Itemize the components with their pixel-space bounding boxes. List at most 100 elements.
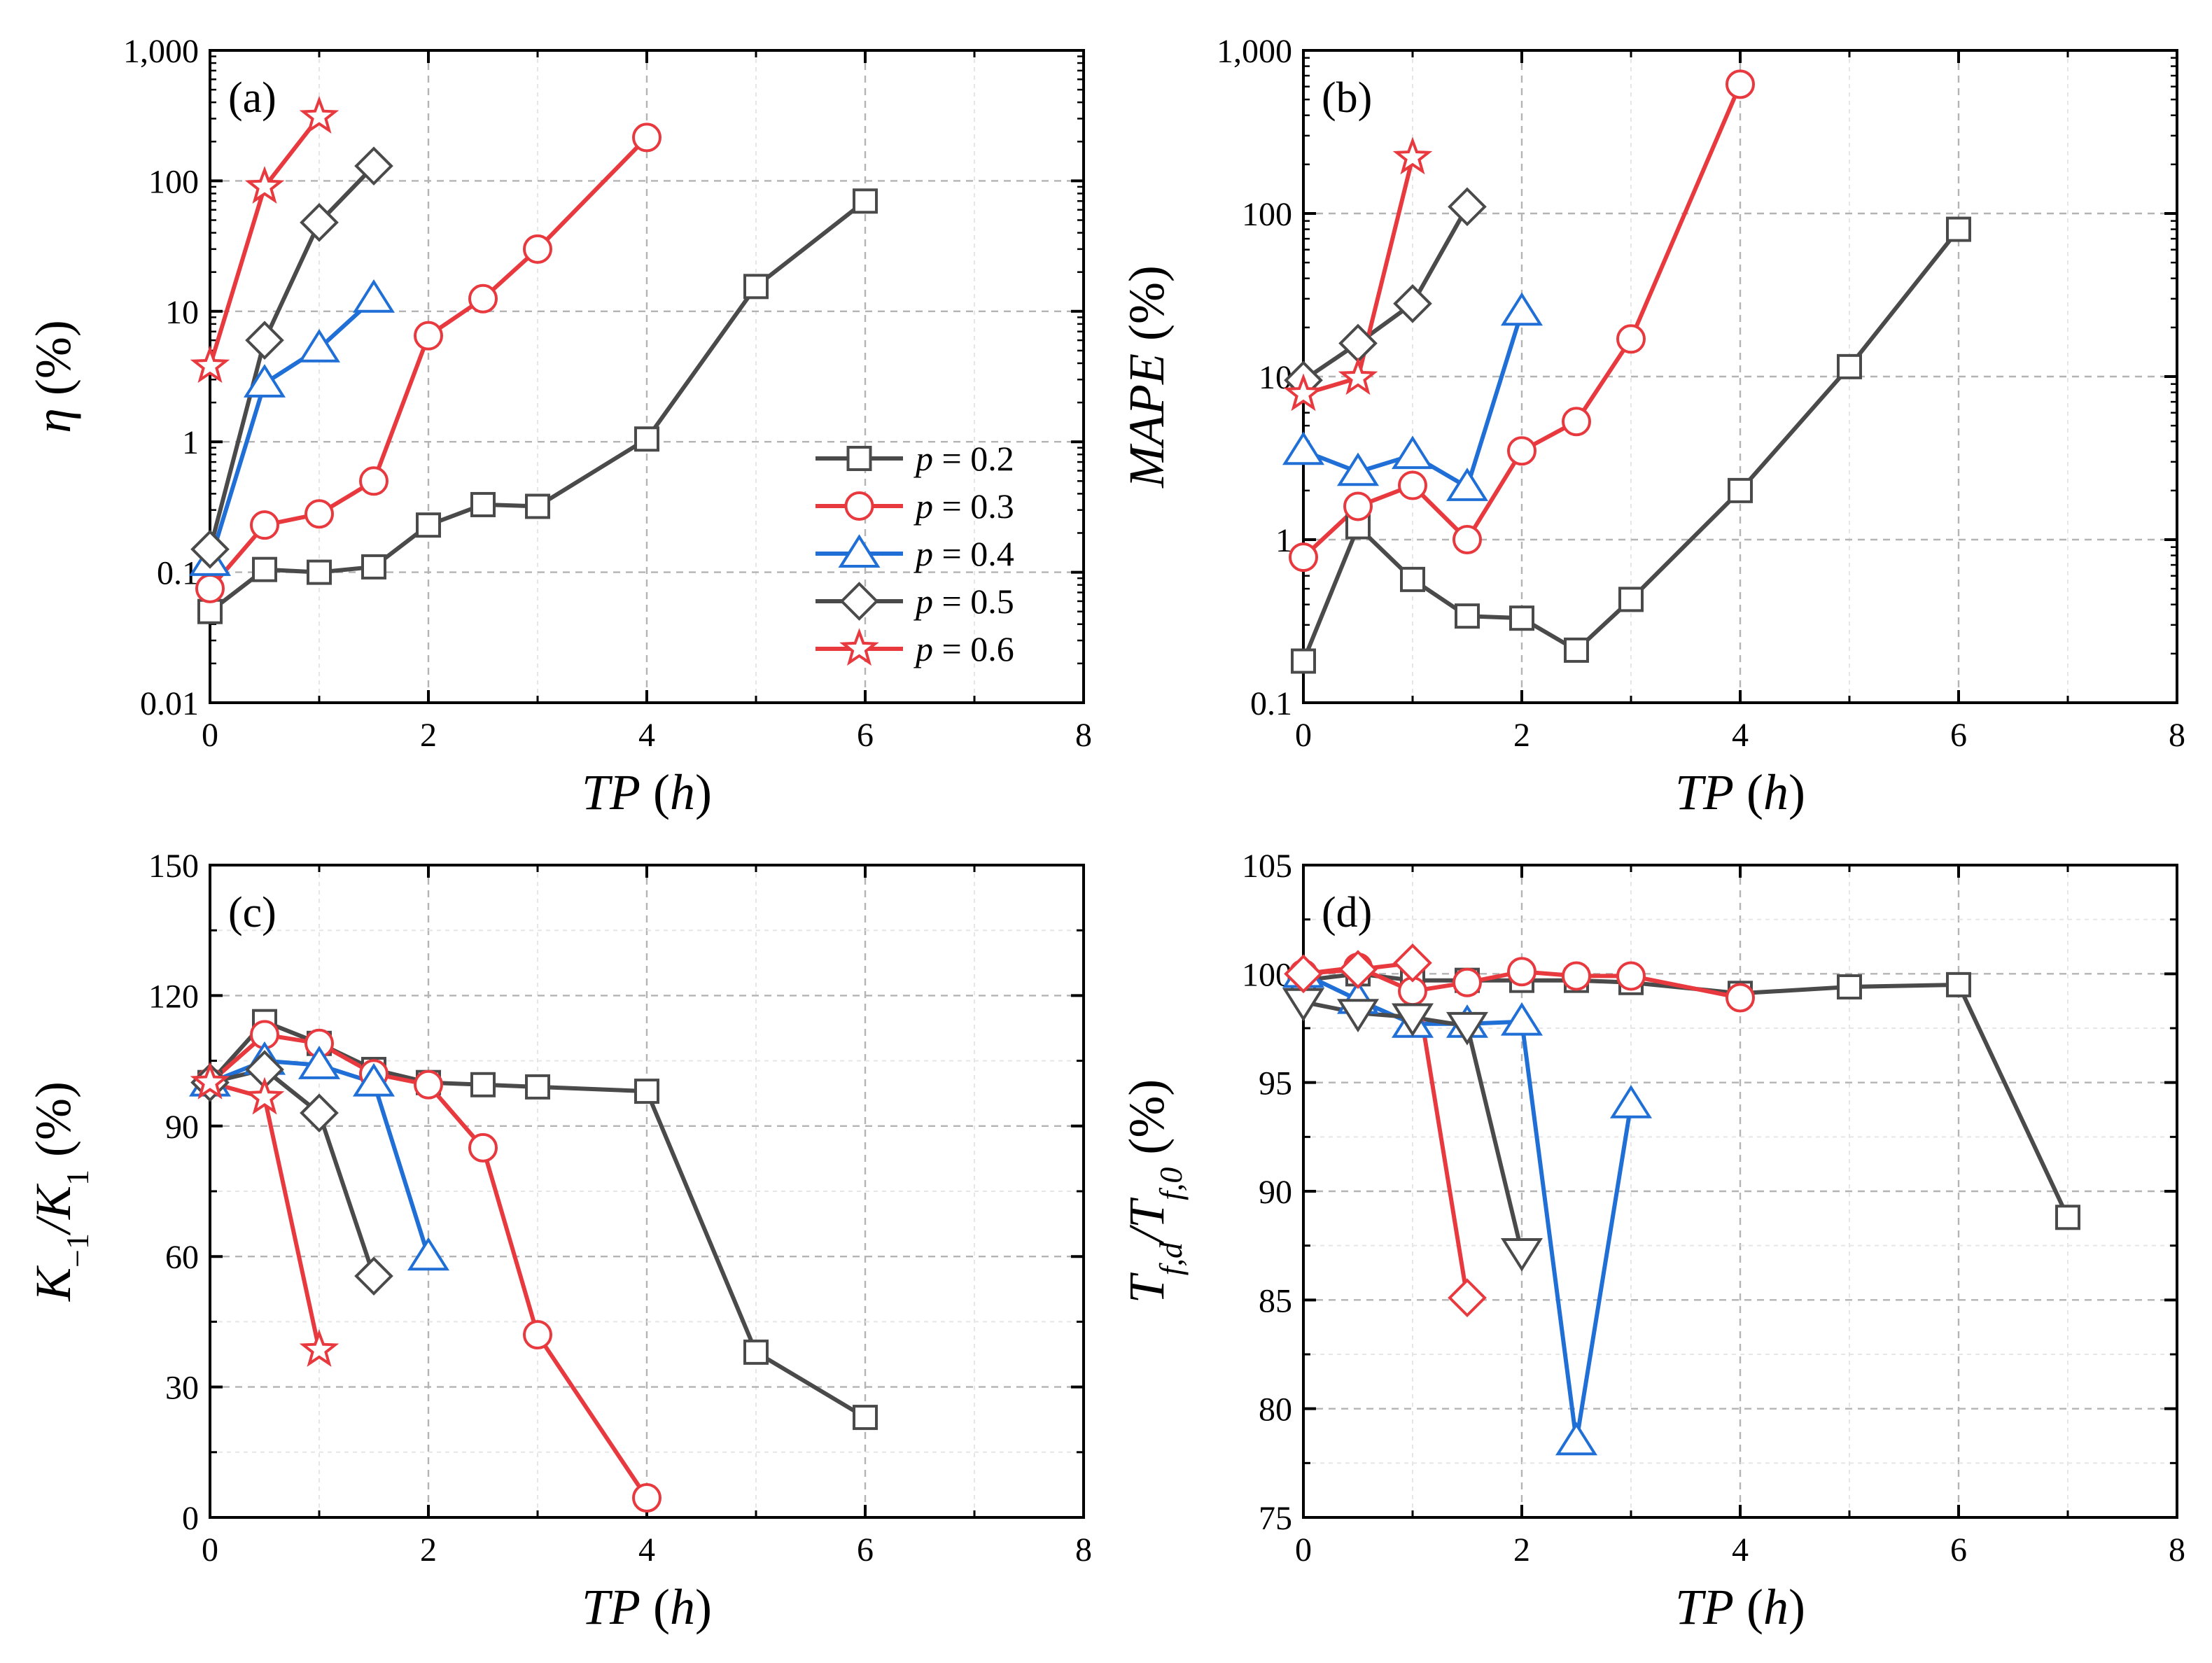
data-point — [525, 493, 550, 519]
data-point — [1618, 587, 1644, 612]
data-point — [1564, 637, 1589, 663]
data-point — [1946, 216, 1971, 242]
series-2 — [208, 297, 376, 563]
data-point — [1500, 1237, 1544, 1272]
data-point — [1291, 648, 1316, 674]
series-4 — [1303, 960, 1469, 1298]
data-point — [1562, 407, 1591, 437]
x-tick-label: 0 — [202, 1531, 218, 1569]
data-point — [1448, 1278, 1487, 1318]
x-tick-label: 0 — [1295, 717, 1312, 754]
data-point — [1289, 542, 1318, 573]
x-tick-label: 2 — [1513, 717, 1530, 754]
y-tick-label: 150 — [148, 848, 199, 885]
data-point — [190, 1061, 230, 1100]
x-tick-label: 0 — [202, 717, 218, 754]
legend-marker — [838, 534, 881, 568]
data-point — [1726, 69, 1755, 99]
y-tick-label: 100 — [148, 163, 199, 200]
data-point — [299, 1329, 340, 1367]
series-line — [209, 199, 867, 614]
data-point — [1343, 491, 1373, 521]
panel-label: (b) — [1322, 74, 1372, 122]
data-point — [197, 598, 223, 624]
data-point — [632, 1483, 662, 1513]
data-point — [468, 1132, 498, 1163]
x-tick-label: 2 — [420, 717, 437, 754]
series-line — [208, 1019, 867, 1419]
chart-panel-2: 0 2 4 6 8 0 30 60 90 120 150 (c) — [148, 848, 1092, 1569]
data-point — [298, 328, 341, 363]
data-point — [252, 556, 277, 582]
data-point — [853, 1405, 878, 1431]
y-tick-label: 100 — [1242, 956, 1292, 993]
panel-label: (c) — [228, 889, 276, 936]
data-point — [298, 1046, 341, 1079]
data-point — [1455, 603, 1480, 629]
series-line — [209, 1067, 376, 1277]
series-line — [209, 1080, 321, 1351]
data-point — [407, 1237, 450, 1271]
series-markers-2 — [1282, 292, 1544, 501]
data-point — [243, 364, 286, 398]
y-axis-title: Tf,d/Tf,0 (%) — [1119, 1079, 1189, 1304]
series-line — [208, 297, 376, 563]
data-point — [1398, 470, 1427, 500]
data-point — [1452, 967, 1482, 997]
panel-label: (d) — [1322, 889, 1372, 936]
data-point — [853, 188, 878, 214]
legend-label: p = 0.2 — [913, 439, 1014, 478]
y-tick-label: 30 — [165, 1370, 199, 1407]
x-axis-title: TP (h) — [1675, 1579, 1805, 1635]
series-markers-4 — [190, 1061, 340, 1367]
y-tick-label: 0.01 — [140, 685, 199, 722]
data-point — [470, 1072, 496, 1097]
y-tick-label: 100 — [1242, 196, 1292, 233]
data-point — [523, 1320, 552, 1350]
series-line — [1302, 205, 1469, 382]
legend-marker — [844, 491, 874, 521]
legend: p = 0.2 p = 0.3 p = 0.4 p = 0.5 p = 0.6 — [816, 439, 1014, 668]
x-tick-label: 8 — [1075, 717, 1092, 754]
y-tick-label: 90 — [1259, 1174, 1292, 1211]
series-4 — [209, 1080, 321, 1351]
data-point — [2055, 1205, 2080, 1230]
data-point — [359, 466, 388, 496]
data-point — [743, 274, 769, 300]
series-0 — [208, 1019, 867, 1419]
data-point — [1393, 283, 1432, 323]
series-line — [1301, 227, 1961, 662]
y-tick-label: 1,000 — [123, 33, 199, 70]
data-point — [1728, 477, 1753, 503]
x-tick-label: 4 — [638, 717, 655, 754]
x-tick-label: 4 — [1732, 717, 1749, 754]
data-point — [470, 491, 496, 517]
data-point — [245, 321, 284, 360]
data-point — [1283, 373, 1324, 412]
series-line — [208, 164, 376, 550]
series-markers-3 — [1284, 187, 1487, 400]
series-markers-3 — [190, 146, 393, 569]
data-point — [307, 559, 332, 585]
data-point — [361, 554, 386, 580]
data-point — [416, 512, 441, 538]
data-point — [304, 499, 334, 529]
y-tick-label: 85 — [1259, 1282, 1292, 1319]
data-point — [250, 510, 279, 540]
x-tick-label: 0 — [1295, 1531, 1312, 1569]
series-3 — [208, 164, 376, 550]
series-3 — [209, 1067, 376, 1277]
x-tick-label: 6 — [1950, 717, 1967, 754]
series-markers-4 — [1283, 136, 1433, 412]
y-tick-label: 80 — [1259, 1391, 1292, 1429]
x-tick-label: 4 — [638, 1531, 655, 1569]
data-point — [1336, 999, 1380, 1033]
data-point — [352, 1062, 396, 1097]
legend-label: p = 0.4 — [913, 534, 1014, 573]
data-point — [523, 234, 552, 264]
x-tick-label: 6 — [857, 1531, 874, 1569]
legend-label: p = 0.6 — [913, 629, 1014, 668]
data-point — [1555, 1422, 1598, 1456]
